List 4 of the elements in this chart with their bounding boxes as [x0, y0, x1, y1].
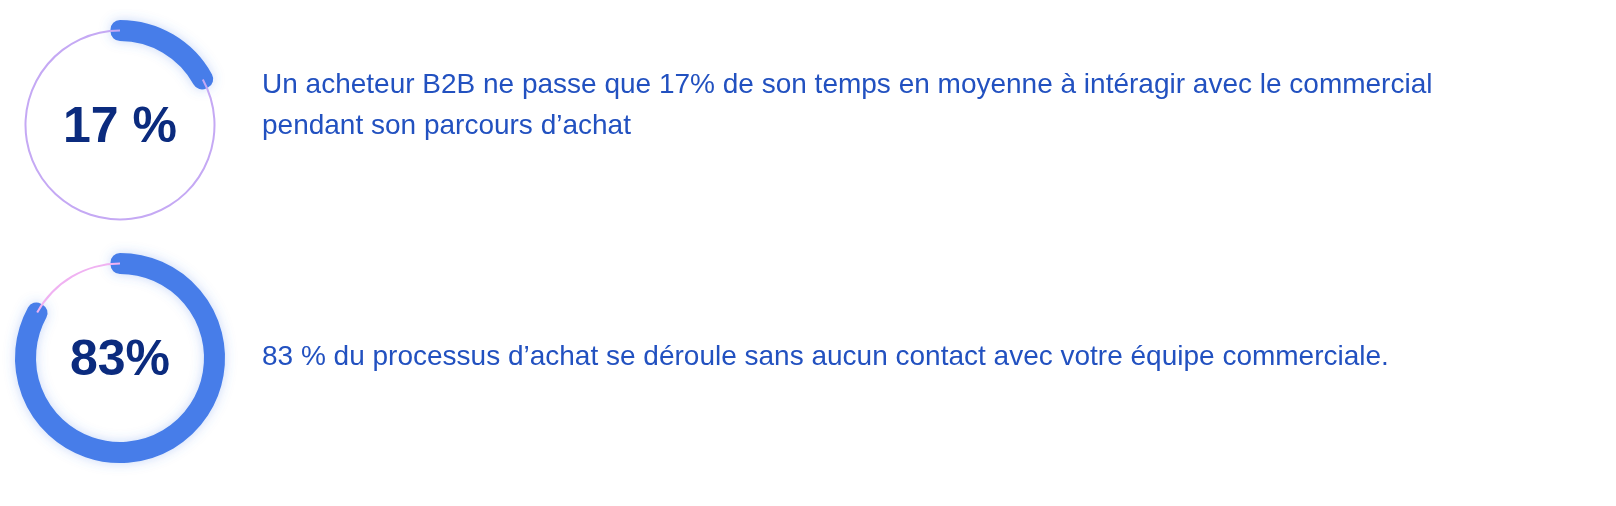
text: Un acheteur B2B ne passe que 17% de son temps en moyenne à intéragir avec le commercial pendant son parcours d’achat: [262, 67, 1434, 142]
text: 17 %: [63, 97, 177, 153]
text: 83%: [69, 330, 171, 386]
text: 83 % du processus d’achat se déroule sans aucun contact avec votre équipe commerciale.: [262, 339, 1390, 373]
